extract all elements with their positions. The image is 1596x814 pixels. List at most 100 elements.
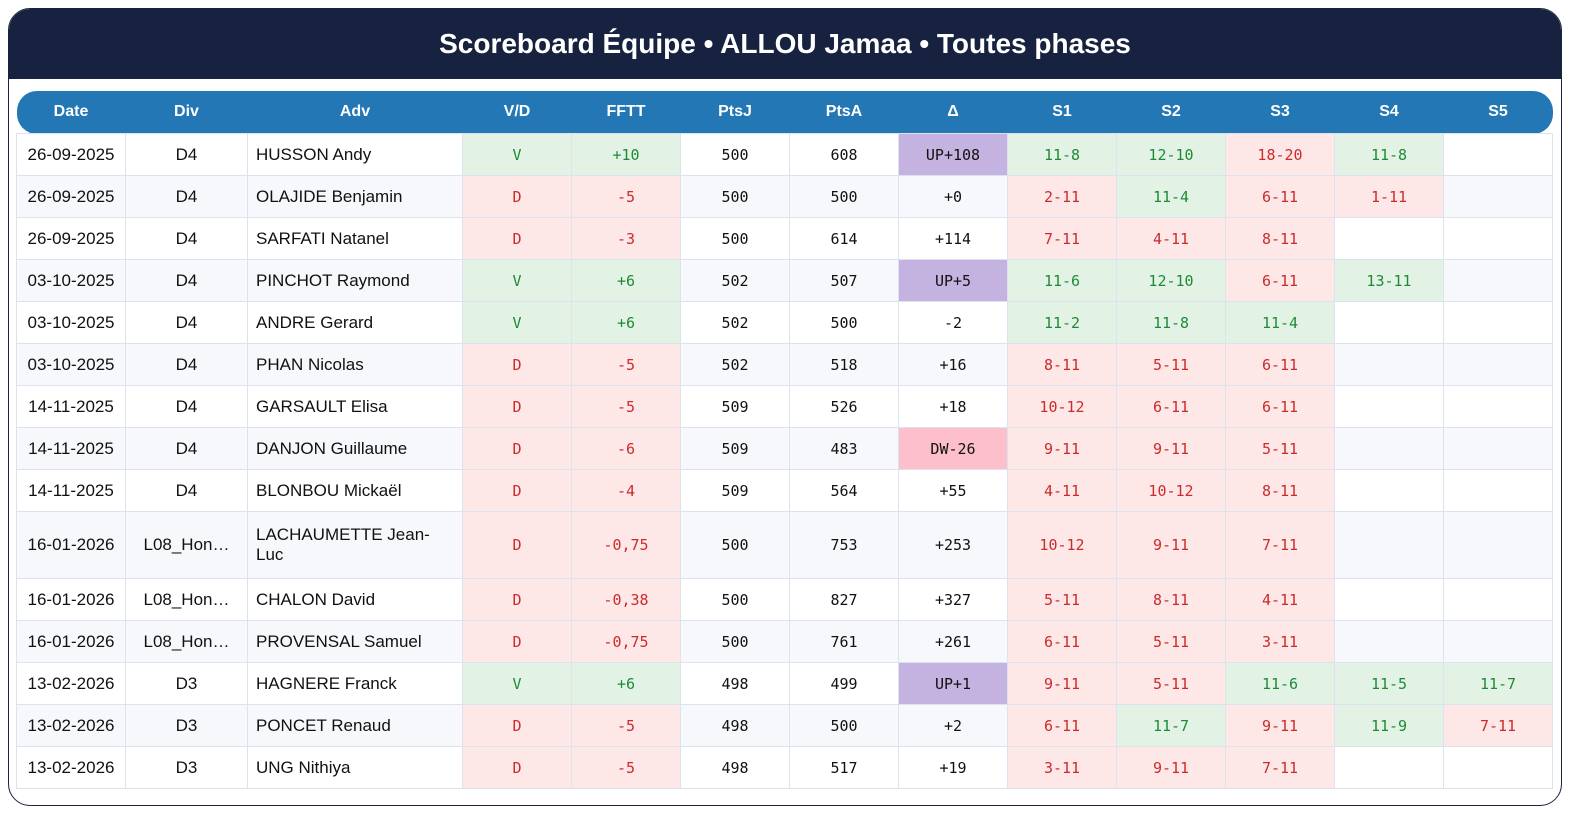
table-row: 26-09-2025 D4 OLAJIDE Benjamin D -5 500 500 +0 2… [16, 175, 1553, 218]
date: 03-10-2025 [16, 343, 126, 386]
fftt-points-cell: -3 [571, 217, 681, 260]
set-2-score: 5-11 [1116, 662, 1226, 705]
result-cell: D [462, 427, 572, 470]
date: 26-09-2025 [16, 133, 126, 176]
adversary-name: HAGNERE Franck [247, 662, 463, 705]
table-row: 26-09-2025 D4 SARFATI Natanel D -3 500 614 +114… [16, 217, 1553, 260]
set-1-score: 9-11 [1007, 662, 1117, 705]
set-2-score: 4-11 [1116, 217, 1226, 260]
fftt-points-cell: -5 [571, 746, 681, 789]
set-2-score: 6-11 [1116, 385, 1226, 428]
set-5-score [1443, 578, 1553, 621]
scoreboard-card: Scoreboard Équipe • ALLOU Jamaa • Toutes… [8, 8, 1562, 806]
adversary-name: ANDRE Gerard [247, 301, 463, 344]
column-header-set-2[interactable]: S2 [1116, 91, 1226, 134]
player-points-cell: 509 [680, 469, 790, 512]
column-header-date[interactable]: Date [16, 91, 126, 134]
set-5-score [1443, 746, 1553, 789]
opponent-points-cell: 499 [789, 662, 899, 705]
division: D4 [125, 259, 248, 302]
adversary-name: PONCET Renaud [247, 704, 463, 747]
column-header-set-5[interactable]: S5 [1443, 91, 1553, 134]
player-points-cell: 500 [680, 578, 790, 621]
opponent-points-cell: 507 [789, 259, 899, 302]
opponent-points-cell: 483 [789, 427, 899, 470]
fftt-points-cell: -0,75 [571, 620, 681, 663]
division: D4 [125, 133, 248, 176]
set-4-score [1334, 746, 1444, 789]
date: 14-11-2025 [16, 385, 126, 428]
fftt-points-cell: -5 [571, 704, 681, 747]
division: L08_Hon… [125, 578, 248, 621]
column-header-div[interactable]: Div [125, 91, 248, 134]
set-5-score [1443, 175, 1553, 218]
division: D4 [125, 343, 248, 386]
set-1-score: 4-11 [1007, 469, 1117, 512]
player-points-cell: 502 [680, 259, 790, 302]
adversary-name: CHALON David [247, 578, 463, 621]
delta-cell: +16 [898, 343, 1008, 386]
division: D4 [125, 427, 248, 470]
date: 13-02-2026 [16, 662, 126, 705]
set-3-score: 5-11 [1225, 427, 1335, 470]
set-4-score [1334, 620, 1444, 663]
column-header-delta[interactable]: Δ [898, 91, 1008, 134]
result-cell: V [462, 301, 572, 344]
table-row: 16-01-2026 L08_Hon… LACHAUMETTE Jean-Luc D -… [16, 511, 1553, 579]
fftt-points-cell: -5 [571, 175, 681, 218]
date: 13-02-2026 [16, 746, 126, 789]
opponent-points-cell: 614 [789, 217, 899, 260]
result-cell: D [462, 620, 572, 663]
table-row: 14-11-2025 D4 DANJON Guillaume D -6 509 483 DW-… [16, 427, 1553, 470]
table-row: 16-01-2026 L08_Hon… PROVENSAL Samuel D -0,75… [16, 620, 1553, 663]
column-header-player-points[interactable]: PtsJ [680, 91, 790, 134]
table-row: 03-10-2025 D4 ANDRE Gerard V +6 502 500 -2 11-2 1… [16, 301, 1553, 344]
delta-cell: +327 [898, 578, 1008, 621]
player-points-cell: 502 [680, 301, 790, 344]
set-2-score: 11-7 [1116, 704, 1226, 747]
column-header-opponent-points[interactable]: PtsA [789, 91, 899, 134]
table-row: 13-02-2026 D3 UNG Nithiya D -5 498 517 +19 3-11 9… [16, 746, 1553, 789]
set-4-score [1334, 427, 1444, 470]
column-header-set-1[interactable]: S1 [1007, 91, 1117, 134]
date: 16-01-2026 [16, 620, 126, 663]
opponent-points-cell: 518 [789, 343, 899, 386]
column-header-adversary[interactable]: Adv [247, 91, 463, 134]
division: D3 [125, 662, 248, 705]
column-header-set-3[interactable]: S3 [1225, 91, 1335, 134]
table-row: 14-11-2025 D4 GARSAULT Elisa D -5 509 526 +18 10… [16, 385, 1553, 428]
table-row: 26-09-2025 D4 HUSSON Andy V +10 500 608 UP+108 1… [16, 133, 1553, 176]
set-2-score: 11-8 [1116, 301, 1226, 344]
table-row: 16-01-2026 L08_Hon… CHALON David D -0,38 500 8… [16, 578, 1553, 621]
column-header-fftt[interactable]: FFTT [571, 91, 681, 134]
set-1-score: 11-2 [1007, 301, 1117, 344]
fftt-points-cell: +6 [571, 259, 681, 302]
fftt-points-cell: -5 [571, 385, 681, 428]
date: 03-10-2025 [16, 259, 126, 302]
set-4-score [1334, 217, 1444, 260]
opponent-points-cell: 608 [789, 133, 899, 176]
result-cell: V [462, 662, 572, 705]
opponent-points-cell: 753 [789, 511, 899, 579]
set-3-score: 11-4 [1225, 301, 1335, 344]
opponent-points-cell: 526 [789, 385, 899, 428]
delta-cell: +114 [898, 217, 1008, 260]
opponent-points-cell: 761 [789, 620, 899, 663]
opponent-points-cell: 500 [789, 704, 899, 747]
date: 26-09-2025 [16, 175, 126, 218]
result-cell: V [462, 259, 572, 302]
opponent-points-cell: 500 [789, 301, 899, 344]
date: 16-01-2026 [16, 511, 126, 579]
delta-cell: UP+5 [898, 259, 1008, 302]
opponent-points-cell: 500 [789, 175, 899, 218]
column-header-result[interactable]: V/D [462, 91, 572, 134]
set-4-score [1334, 343, 1444, 386]
delta-cell: +253 [898, 511, 1008, 579]
date: 26-09-2025 [16, 217, 126, 260]
column-header-set-4[interactable]: S4 [1334, 91, 1444, 134]
set-3-score: 8-11 [1225, 469, 1335, 512]
date: 14-11-2025 [16, 469, 126, 512]
set-5-score: 7-11 [1443, 704, 1553, 747]
set-4-score: 11-8 [1334, 133, 1444, 176]
set-3-score: 8-11 [1225, 217, 1335, 260]
